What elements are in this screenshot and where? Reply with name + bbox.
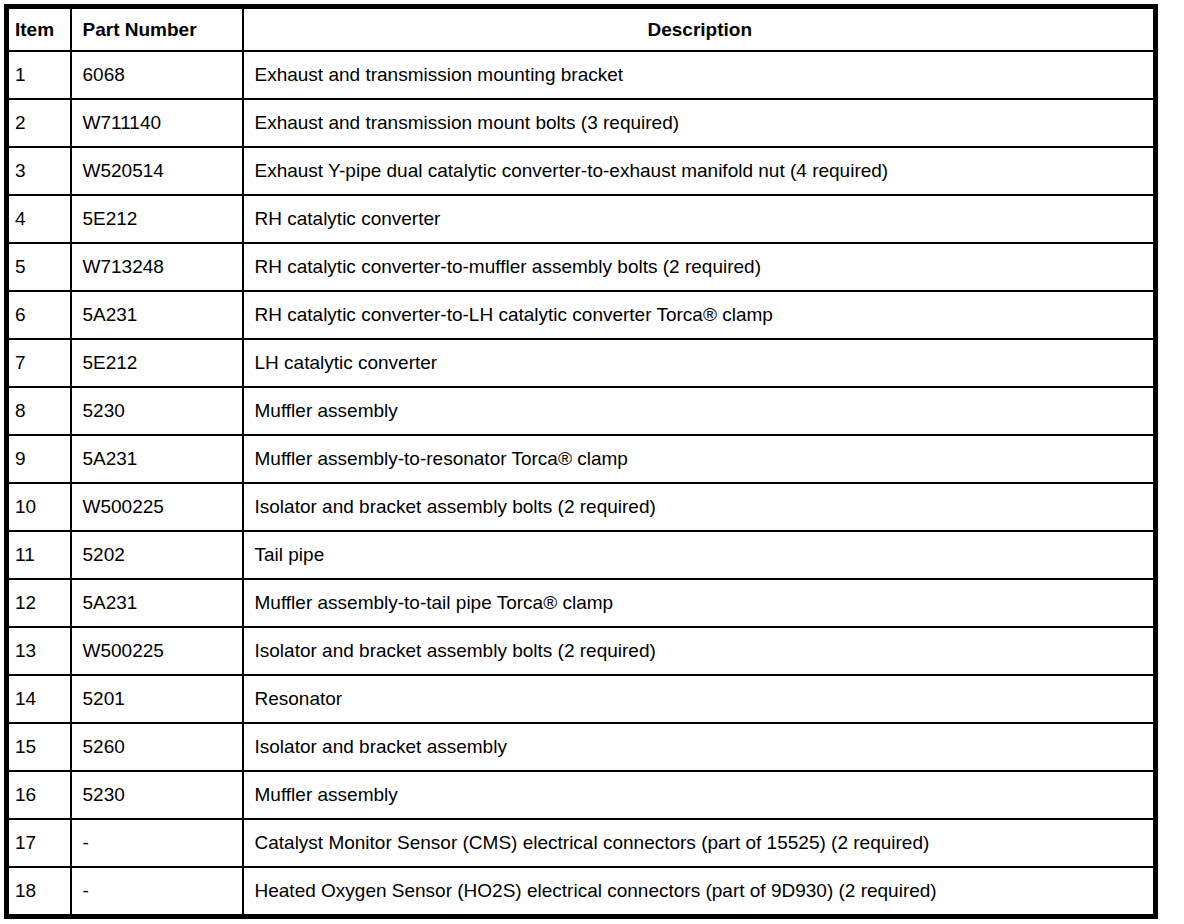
part-number-cell: 5201 [71, 675, 243, 723]
parts-table: Item Part Number Description 16068Exhaus… [4, 4, 1158, 919]
part-number-cell: 5230 [71, 387, 243, 435]
table-row: 95A231Muffler assembly-to-resonator Torc… [7, 435, 1156, 483]
item-cell: 1 [7, 51, 71, 99]
item-cell: 17 [7, 819, 71, 867]
header-row: Item Part Number Description [7, 7, 1156, 52]
column-header-item: Item [7, 7, 71, 52]
item-cell: 5 [7, 243, 71, 291]
part-number-cell: 6068 [71, 51, 243, 99]
part-number-cell: 5E212 [71, 339, 243, 387]
table-body: 16068Exhaust and transmission mounting b… [7, 51, 1156, 917]
description-cell: RH catalytic converter-to-muffler assemb… [243, 243, 1156, 291]
description-cell: Exhaust and transmission mounting bracke… [243, 51, 1156, 99]
table-row: 10W500225Isolator and bracket assembly b… [7, 483, 1156, 531]
part-number-cell: 5A231 [71, 579, 243, 627]
table-row: 13W500225Isolator and bracket assembly b… [7, 627, 1156, 675]
item-cell: 10 [7, 483, 71, 531]
item-cell: 9 [7, 435, 71, 483]
description-cell: Isolator and bracket assembly bolts (2 r… [243, 627, 1156, 675]
item-cell: 3 [7, 147, 71, 195]
item-cell: 12 [7, 579, 71, 627]
description-cell: Isolator and bracket assembly [243, 723, 1156, 771]
table-row: 155260Isolator and bracket assembly [7, 723, 1156, 771]
table-row: 5W713248RH catalytic converter-to-muffle… [7, 243, 1156, 291]
table-row: 145201Resonator [7, 675, 1156, 723]
item-cell: 18 [7, 867, 71, 917]
description-cell: Exhaust and transmission mount bolts (3 … [243, 99, 1156, 147]
table-row: 16068Exhaust and transmission mounting b… [7, 51, 1156, 99]
part-number-cell: 5E212 [71, 195, 243, 243]
description-cell: Resonator [243, 675, 1156, 723]
description-cell: RH catalytic converter [243, 195, 1156, 243]
part-number-cell: W500225 [71, 483, 243, 531]
part-number-cell: W713248 [71, 243, 243, 291]
part-number-cell: 5260 [71, 723, 243, 771]
table-row: 17-Catalyst Monitor Sensor (CMS) electri… [7, 819, 1156, 867]
description-cell: Exhaust Y-pipe dual catalytic converter-… [243, 147, 1156, 195]
part-number-cell: 5202 [71, 531, 243, 579]
item-cell: 8 [7, 387, 71, 435]
item-cell: 7 [7, 339, 71, 387]
table-row: 115202Tail pipe [7, 531, 1156, 579]
description-cell: Isolator and bracket assembly bolts (2 r… [243, 483, 1156, 531]
column-header-part-number: Part Number [71, 7, 243, 52]
item-cell: 4 [7, 195, 71, 243]
part-number-cell: - [71, 867, 243, 917]
item-cell: 11 [7, 531, 71, 579]
part-number-cell: - [71, 819, 243, 867]
description-cell: Catalyst Monitor Sensor (CMS) electrical… [243, 819, 1156, 867]
item-cell: 15 [7, 723, 71, 771]
description-cell: Heated Oxygen Sensor (HO2S) electrical c… [243, 867, 1156, 917]
part-number-cell: 5A231 [71, 291, 243, 339]
description-cell: Muffler assembly-to-resonator Torca® cla… [243, 435, 1156, 483]
description-cell: LH catalytic converter [243, 339, 1156, 387]
part-number-cell: W520514 [71, 147, 243, 195]
part-number-cell: W500225 [71, 627, 243, 675]
table-row: 65A231RH catalytic converter-to-LH catal… [7, 291, 1156, 339]
item-cell: 16 [7, 771, 71, 819]
item-cell: 6 [7, 291, 71, 339]
part-number-cell: 5A231 [71, 435, 243, 483]
table-row: 165230Muffler assembly [7, 771, 1156, 819]
description-cell: Muffler assembly [243, 771, 1156, 819]
description-cell: Muffler assembly-to-tail pipe Torca® cla… [243, 579, 1156, 627]
column-header-description: Description [243, 7, 1156, 52]
part-number-cell: W711140 [71, 99, 243, 147]
item-cell: 13 [7, 627, 71, 675]
part-number-cell: 5230 [71, 771, 243, 819]
table-row: 3W520514Exhaust Y-pipe dual catalytic co… [7, 147, 1156, 195]
item-cell: 14 [7, 675, 71, 723]
description-cell: Tail pipe [243, 531, 1156, 579]
table-row: 18-Heated Oxygen Sensor (HO2S) electrica… [7, 867, 1156, 917]
description-cell: Muffler assembly [243, 387, 1156, 435]
table-row: 45E212RH catalytic converter [7, 195, 1156, 243]
table-row: 75E212LH catalytic converter [7, 339, 1156, 387]
description-cell: RH catalytic converter-to-LH catalytic c… [243, 291, 1156, 339]
item-cell: 2 [7, 99, 71, 147]
table-row: 125A231Muffler assembly-to-tail pipe Tor… [7, 579, 1156, 627]
table-row: 85230Muffler assembly [7, 387, 1156, 435]
table-row: 2W711140Exhaust and transmission mount b… [7, 99, 1156, 147]
